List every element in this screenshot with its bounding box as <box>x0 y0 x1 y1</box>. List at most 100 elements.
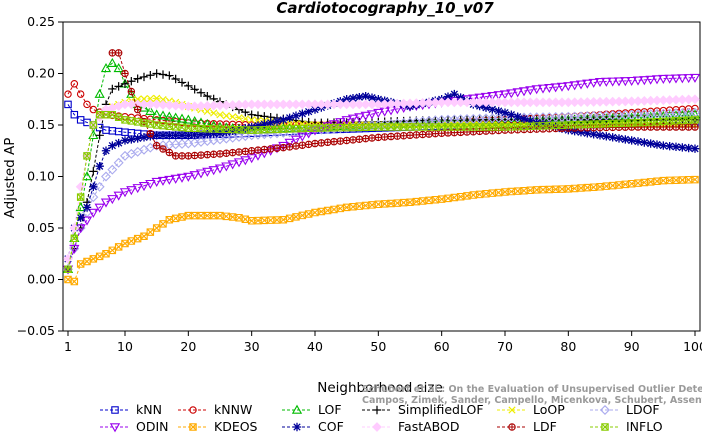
data-point <box>291 99 301 110</box>
data-point <box>596 183 604 191</box>
legend-item: LOF <box>282 402 342 417</box>
data-point <box>246 99 257 110</box>
data-point <box>341 116 352 126</box>
data-point <box>190 130 199 140</box>
data-point <box>305 141 312 148</box>
data-point <box>337 137 344 145</box>
data-point <box>170 100 181 111</box>
data-point <box>556 82 568 92</box>
data-point <box>691 104 699 113</box>
data-point <box>519 97 529 108</box>
data-point <box>216 150 224 158</box>
data-point <box>83 257 91 266</box>
data-point <box>613 77 625 87</box>
data-point <box>600 405 610 415</box>
legend-item: COF <box>282 419 344 434</box>
legend-item: ODIN <box>100 419 169 434</box>
data-point <box>343 137 350 144</box>
data-point <box>113 63 124 73</box>
x-tick-label: 10 <box>117 339 133 354</box>
data-point <box>443 97 453 108</box>
data-point <box>349 203 357 211</box>
data-point <box>83 152 91 160</box>
data-point <box>506 97 517 108</box>
data-point <box>165 216 174 224</box>
data-point <box>487 97 498 108</box>
data-point <box>691 175 699 184</box>
data-point <box>146 228 155 236</box>
legend-label: LDF <box>533 419 557 434</box>
watermark-line-2: Campos, Zimek, Sander, Campello, Micenko… <box>362 395 702 406</box>
data-point <box>261 146 268 153</box>
data-point <box>101 171 111 182</box>
data-point <box>381 133 388 141</box>
data-point <box>677 74 688 84</box>
legend-item: LDOF <box>590 402 660 417</box>
data-point <box>639 76 650 86</box>
data-point <box>76 90 85 98</box>
data-point <box>183 114 194 124</box>
data-point <box>481 103 491 112</box>
data-point <box>146 71 155 80</box>
data-point <box>153 94 161 102</box>
data-point <box>316 99 327 110</box>
data-point <box>100 198 112 208</box>
data-point <box>266 118 275 127</box>
data-point <box>640 178 649 187</box>
data-point <box>248 116 256 124</box>
data-point <box>595 131 605 140</box>
data-point <box>134 95 142 103</box>
data-point <box>500 97 510 108</box>
data-point <box>341 99 352 110</box>
data-point <box>425 130 433 138</box>
legend-label: FastABOD <box>398 419 460 434</box>
data-point <box>330 138 338 145</box>
legend-item: INFLO <box>590 419 663 434</box>
data-point <box>208 166 219 176</box>
data-point <box>146 94 154 103</box>
data-point <box>518 87 530 97</box>
data-point <box>158 131 168 140</box>
data-point <box>81 171 93 181</box>
legend-label: SimplifiedLOF <box>398 402 484 417</box>
data-point <box>367 93 377 102</box>
data-point <box>197 151 205 159</box>
data-point <box>614 134 624 143</box>
data-point <box>113 191 124 201</box>
data-point <box>266 216 275 224</box>
data-point <box>310 105 320 114</box>
series-fastabod <box>63 94 700 264</box>
x-tick-label: 30 <box>244 339 260 354</box>
series-layer <box>62 49 701 286</box>
data-point <box>147 130 154 137</box>
data-point <box>228 126 237 135</box>
data-point <box>298 109 307 118</box>
data-point <box>666 123 673 131</box>
data-point <box>513 112 522 121</box>
data-point <box>488 189 497 197</box>
data-point <box>684 143 693 153</box>
x-tick-label: 1 <box>64 339 72 354</box>
data-point <box>151 177 162 187</box>
x-tick-label: 60 <box>434 339 450 354</box>
series-line <box>67 62 696 270</box>
data-point <box>170 174 181 184</box>
data-point <box>494 188 503 197</box>
data-point <box>607 77 618 87</box>
legend-label: LOF <box>318 402 342 417</box>
data-point <box>172 152 179 160</box>
data-point <box>285 214 294 223</box>
data-point <box>254 146 262 154</box>
data-point <box>348 94 358 103</box>
data-point <box>133 74 142 83</box>
data-point <box>335 118 346 128</box>
data-point <box>285 113 294 122</box>
data-point <box>120 79 130 88</box>
data-point <box>609 124 616 131</box>
data-point <box>166 149 173 156</box>
data-point <box>437 195 446 203</box>
x-axis-label: Neighborhood size <box>317 380 443 396</box>
data-point <box>304 210 313 218</box>
data-point <box>634 123 642 131</box>
x-tick-label: 100 <box>683 339 702 354</box>
